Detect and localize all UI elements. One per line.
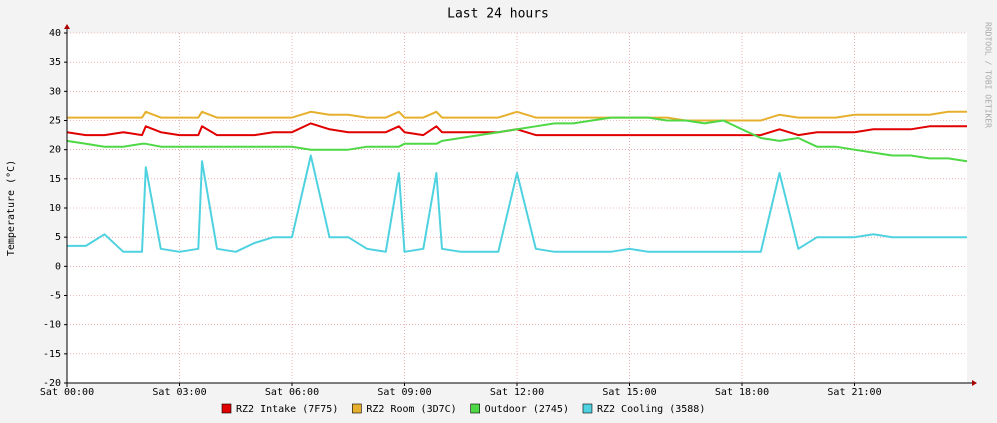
series-line	[66, 122, 967, 137]
legend-label: Outdoor (2745)	[485, 404, 569, 415]
x-tick-label: Sat 12:00	[490, 387, 544, 398]
y-arrow	[64, 24, 70, 29]
legend-label: RZ2 Room (3D7C)	[366, 404, 456, 415]
chart-title: Last 24 hours	[447, 7, 549, 22]
y-tick-label: -15	[43, 349, 61, 360]
y-tick-label: 15	[49, 174, 61, 185]
y-tick-label: 0	[55, 261, 61, 272]
y-tick-label: 5	[55, 232, 61, 243]
x-arrow	[972, 380, 977, 386]
legend-swatch	[352, 403, 362, 414]
legend-swatch	[582, 403, 593, 414]
legend-swatch	[470, 403, 480, 414]
x-tick-label: Sat 03:00	[152, 387, 206, 398]
legend-label: RZ2 Cooling (3588)	[597, 404, 705, 415]
y-tick-label: 10	[49, 203, 61, 214]
y-tick-label: 30	[49, 86, 61, 97]
y-axis-label: Temperature (°C)	[6, 160, 17, 256]
series-line	[66, 116, 968, 163]
y-tick-label: -20	[43, 378, 61, 389]
x-tick-label: Sat 00:00	[40, 387, 94, 398]
x-tick-label: Sat 15:00	[602, 387, 656, 398]
y-tick-label: 20	[49, 145, 61, 156]
series-line	[67, 110, 967, 122]
x-tick-label: Sat 09:00	[377, 387, 431, 398]
x-tick-label: Sat 06:00	[265, 387, 319, 398]
legend-swatch	[221, 403, 232, 414]
y-tick-label: 40	[49, 28, 61, 39]
y-tick-label: -10	[43, 320, 61, 331]
x-tick-label: Sat 21:00	[827, 387, 881, 398]
x-tick-label: Sat 18:00	[715, 387, 769, 398]
y-tick-label: -5	[49, 291, 61, 302]
side-text: RRDTOOL / TOBI OETIKER	[984, 22, 993, 128]
legend-label: RZ2 Intake (7F75)	[236, 404, 338, 415]
series-line	[67, 154, 967, 253]
y-tick-label: 35	[49, 57, 61, 68]
y-tick-label: 25	[49, 116, 61, 127]
